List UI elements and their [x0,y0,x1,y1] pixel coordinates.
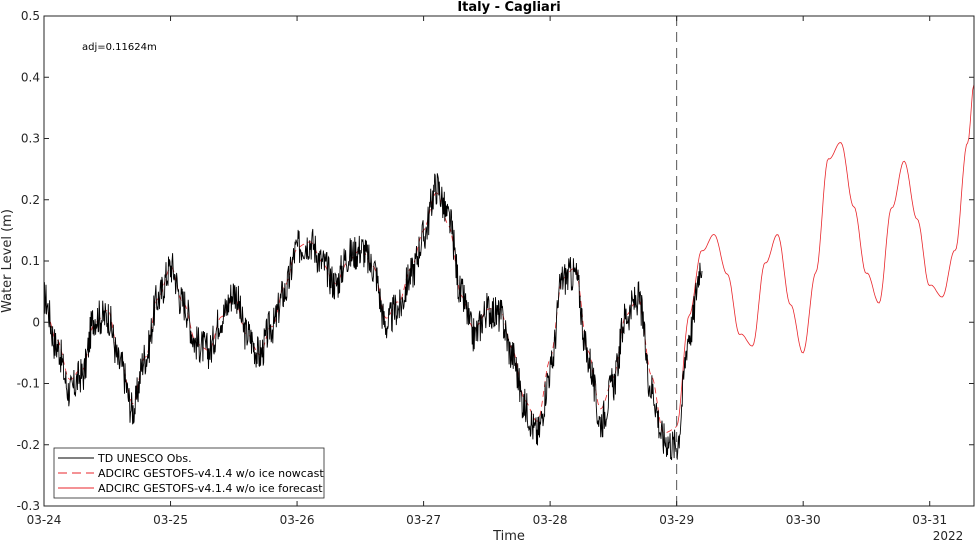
plot-series-group [43,84,975,461]
x-tick-label: 03-29 [659,513,694,527]
y-tick-label: 0.4 [21,70,40,84]
legend-label-forecast: ADCIRC GESTOFS-v4.1.4 w/o ice forecast [98,482,323,495]
legend-label-nowcast: ADCIRC GESTOFS-v4.1.4 w/o ice nowcast [98,467,324,480]
x-tick-label: 03-30 [786,513,821,527]
x-axis: 03-24 03-25 03-26 03-27 03-28 03-29 03-30 03-31 [27,16,947,527]
year-label: 2022 [933,529,964,541]
series-line-2 [676,84,975,427]
x-tick-label: 03-25 [153,513,188,527]
x-axis-title: Time [492,529,525,541]
y-tick-label: 0.3 [21,132,40,146]
y-tick-label: -0.2 [17,438,40,452]
x-tick-label: 03-31 [912,513,947,527]
x-tick-label: 03-26 [280,513,315,527]
legend-label-obs: TD UNESCO Obs. [97,452,192,465]
y-tick-label: 0.5 [21,9,40,23]
x-tick-label: 03-28 [533,513,568,527]
plot-background [44,16,974,506]
y-tick-label: 0 [32,315,40,329]
y-tick-label: -0.1 [17,377,40,391]
legend-box [53,447,325,499]
legend: TD UNESCO Obs. ADCIRC GESTOFS-v4.1.4 w/o… [53,447,325,499]
x-tick-label: 03-27 [406,513,441,527]
y-tick-label: -0.3 [17,499,40,513]
series-line-0 [43,173,703,461]
y-axis-title: Water Level (m) [0,209,15,313]
y-tick-label: 0.1 [21,254,40,268]
y-axis: -0.3 -0.2 -0.1 0 0.1 0.2 0.3 0.4 0.5 [17,9,974,513]
chart-title: Italy - Cagliari [457,0,560,15]
y-tick-label: 0.2 [21,193,40,207]
x-tick-label: 03-24 [27,513,62,527]
adj-annotation: adj=0.11624m [82,42,157,53]
